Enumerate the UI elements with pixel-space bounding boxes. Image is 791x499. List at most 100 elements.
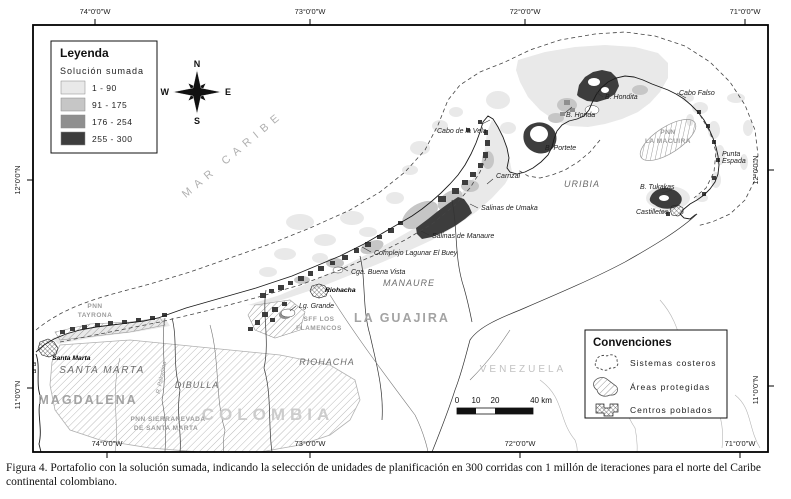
cga-buena-vista-label: Cga. Buena Vista — [351, 269, 405, 276]
compass-rose: N S W E — [161, 59, 232, 126]
salinas-de-manaure-label: Salinas de Manaure — [432, 233, 494, 240]
pnn-sierra-nevada-area — [49, 339, 361, 452]
magdalena-label: MAGDALENA — [38, 393, 137, 407]
uribia-label: URIBIA — [564, 179, 600, 189]
conventions-item-2-label: Áreas protegidas — [630, 382, 710, 392]
pnn-tayrona-area — [54, 317, 166, 341]
legend-swatch-3 — [60, 114, 86, 129]
colombia-label: COLOMBIA — [202, 405, 335, 424]
manaure-label: MANAURE — [383, 278, 435, 288]
punta-espada-label-1: Punta — [722, 151, 740, 158]
pnn-tayrona-label-2: TAYRONA — [78, 312, 113, 319]
scale-40km-label: 40 km — [530, 396, 552, 405]
scale-20-label: 20 — [491, 396, 500, 405]
sff-flamencos-label-2: FLAMENCOS — [296, 325, 342, 332]
map-frame — [32, 24, 769, 453]
punta-espada-label-2: Espada — [722, 158, 746, 165]
legend-swatch-2 — [60, 97, 86, 112]
boundary-magdalena-guajira — [171, 317, 181, 452]
place-leader-dashes — [289, 91, 687, 312]
solution-dark-patches — [60, 70, 720, 334]
compass-n-label: N — [194, 59, 201, 69]
axis-bottom-73w: 73°0'0"W — [295, 439, 327, 448]
axis-top-73w: 73°0'0"W — [295, 7, 327, 16]
salinas-de-umaka-label: Salinas de Umaka — [481, 205, 538, 212]
santa-marta-muni-label: SANTA MARTA — [59, 365, 145, 376]
colombia-venezuela-border — [431, 213, 698, 452]
cabo-falso-label: Cabo Falso — [679, 90, 715, 97]
figure-caption: Figura 4. Portafolio con la solución sum… — [6, 462, 761, 489]
riohacha-town-label: Riohacha — [325, 287, 356, 294]
legend-swatch-1 — [60, 80, 86, 95]
legend-class-3-label: 176 - 254 — [92, 117, 132, 127]
punta-gloria-label-2: Gloria — [18, 368, 37, 375]
legend: Leyenda Solución sumada 1 - 90 91 - 175 … — [50, 40, 158, 154]
legend-subtitle: Solución sumada — [60, 66, 144, 76]
protected-areas-symbol-icon — [593, 377, 618, 397]
scale-0-label: 0 — [455, 396, 460, 405]
cienaga-buena-vista — [332, 266, 344, 274]
b-portete-label: B. Portete — [545, 145, 576, 152]
b-honda-label: B. Honda — [566, 112, 595, 119]
graticule-ticks — [27, 19, 774, 458]
legend-title: Leyenda — [60, 46, 109, 60]
axis-right-11n: 11°0'0"N — [751, 376, 760, 405]
sff-flamencos-label-1: SFF LOS — [304, 316, 335, 323]
coastline — [35, 75, 720, 353]
pnn-la-macuira-label-2: LA MACUIRA — [645, 138, 691, 145]
scale-10-label: 10 — [472, 396, 481, 405]
pnn-la-macuira-area — [639, 119, 697, 161]
axis-bottom-72w: 72°0'0"W — [505, 439, 537, 448]
santa-marta-town-label: Santa Marta — [52, 355, 91, 362]
axis-bottom-71w: 71°0'0"W — [725, 439, 757, 448]
compass-w-label: W — [161, 87, 170, 97]
axis-top-72w: 72°0'0"W — [510, 7, 542, 16]
la-guajira-label: LA GUAJIRA — [354, 311, 450, 325]
venezuela-label: VENEZUELA — [480, 364, 566, 375]
boundary-riohacha-manaure — [359, 255, 383, 421]
rivers — [114, 294, 761, 452]
axis-bottom-74w: 74°0'0"W — [92, 439, 124, 448]
axis-top-71w: 71°0'0"W — [730, 7, 762, 16]
conventions-item-1-label: Sistemas costeros — [630, 358, 716, 368]
riohacha-urban-area — [309, 283, 329, 299]
dibulla-label: DIBULLA — [175, 380, 220, 390]
populated-centers-symbol-icon — [595, 403, 619, 417]
pnn-la-macuira-label-1: PNN — [660, 129, 675, 136]
carrizal-label: Carrizal — [496, 173, 521, 180]
legend-class-2-label: 91 - 175 — [92, 100, 127, 110]
axis-left-12n: 12°0'0"N — [13, 165, 22, 194]
admin-boundaries — [171, 199, 698, 452]
boundary-manaure-uribia — [451, 199, 473, 323]
complejo-lagunar-el-buey-label: Complejo Lagunar El Buey — [374, 250, 458, 257]
pnn-tayrona-label-1: PNN — [87, 303, 102, 310]
legend-class-4-label: 255 - 300 — [92, 134, 132, 144]
santa-marta-urban-area — [37, 338, 59, 358]
scale-bar: 0 10 20 40 km — [455, 396, 552, 415]
castilletes-label: Castilletes — [636, 209, 669, 216]
pnn-sierra-nevada-label-2: DE SANTA MARTA — [134, 425, 198, 432]
lg-grande-label: Lg. Grande — [299, 303, 334, 310]
legend-swatch-4 — [60, 131, 86, 146]
laguna-grande — [280, 308, 296, 318]
conventions: Convenciones Sistemas costeros Áreas pro… — [584, 329, 728, 419]
lagoons — [280, 78, 669, 318]
laguna-honda — [584, 105, 600, 115]
compass-s-label: S — [194, 116, 200, 126]
rio-palomino — [161, 317, 167, 452]
coastal-systems-boundary — [35, 31, 759, 343]
castilletes-urban-area — [669, 204, 684, 217]
conventions-title: Convenciones — [593, 337, 672, 349]
b-tukakas-label: B. Tukakas — [640, 184, 675, 191]
compass-e-label: E — [225, 87, 231, 97]
axis-top-74w: 74°0'0"W — [80, 7, 112, 16]
axis-right-12n: 12°0'0"N — [751, 155, 760, 184]
urban-centers — [37, 204, 684, 358]
legend-class-1-label: 1 - 90 — [92, 83, 117, 93]
riohacha-muni-label: RIOHACHA — [299, 357, 355, 367]
punta-gloria-label-1: Punta — [18, 361, 36, 368]
cabo-de-la-vela-label: Cabo de la Vela — [437, 128, 487, 135]
axis-left-11n: 11°0'0"N — [13, 381, 22, 410]
